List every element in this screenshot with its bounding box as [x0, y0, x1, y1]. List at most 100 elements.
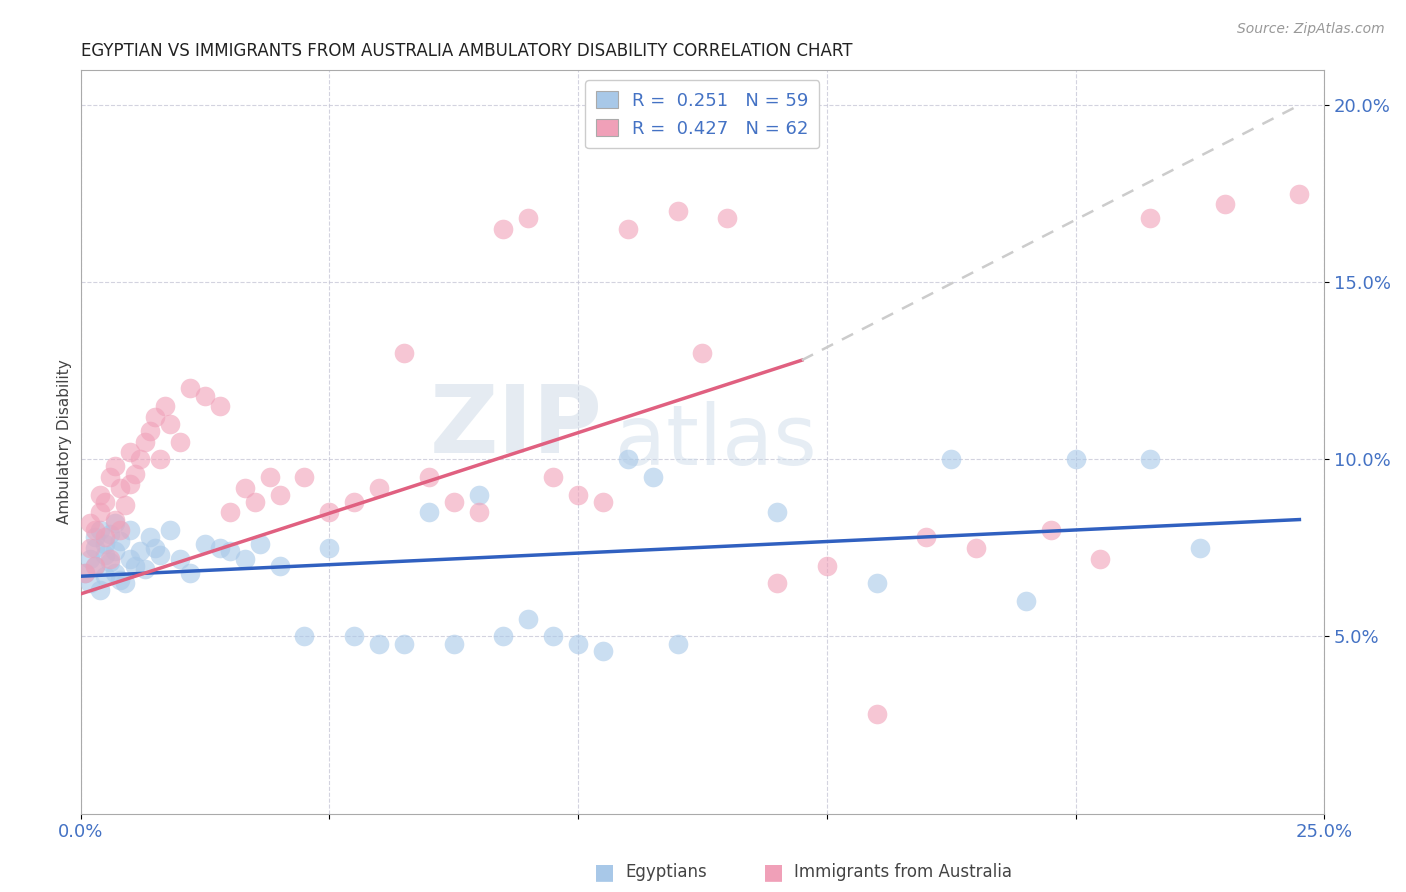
Point	[915, 530, 938, 544]
Point	[567, 636, 589, 650]
Point	[104, 459, 127, 474]
Point	[233, 481, 256, 495]
Point	[1139, 211, 1161, 226]
Y-axis label: Ambulatory Disability: Ambulatory Disability	[58, 359, 72, 524]
Point	[79, 551, 101, 566]
Point	[114, 499, 136, 513]
Point	[443, 636, 465, 650]
Point	[318, 541, 340, 555]
Point	[94, 530, 117, 544]
Point	[418, 470, 440, 484]
Point	[218, 506, 240, 520]
Point	[318, 506, 340, 520]
Point	[120, 523, 142, 537]
Point	[541, 630, 564, 644]
Point	[418, 506, 440, 520]
Point	[139, 424, 162, 438]
Point	[143, 541, 166, 555]
Point	[124, 467, 146, 481]
Point	[467, 488, 489, 502]
Text: EGYPTIAN VS IMMIGRANTS FROM AUSTRALIA AMBULATORY DISABILITY CORRELATION CHART: EGYPTIAN VS IMMIGRANTS FROM AUSTRALIA AM…	[80, 42, 852, 60]
Point	[1039, 523, 1062, 537]
Point	[139, 530, 162, 544]
Point	[592, 643, 614, 657]
Point	[443, 495, 465, 509]
Point	[766, 506, 789, 520]
Point	[1015, 594, 1038, 608]
Point	[94, 537, 117, 551]
Point	[89, 583, 111, 598]
Point	[541, 470, 564, 484]
Point	[249, 537, 271, 551]
Point	[89, 506, 111, 520]
Point	[79, 541, 101, 555]
Point	[98, 555, 121, 569]
Text: ■: ■	[763, 863, 783, 882]
Text: ■: ■	[595, 863, 614, 882]
Point	[98, 526, 121, 541]
Point	[616, 452, 638, 467]
Point	[104, 544, 127, 558]
Point	[129, 452, 152, 467]
Point	[666, 204, 689, 219]
Point	[194, 388, 217, 402]
Point	[179, 382, 201, 396]
Point	[179, 566, 201, 580]
Text: Egyptians: Egyptians	[626, 863, 707, 881]
Point	[149, 548, 172, 562]
Point	[243, 495, 266, 509]
Point	[134, 434, 156, 449]
Point	[492, 222, 515, 236]
Point	[114, 576, 136, 591]
Point	[110, 573, 132, 587]
Point	[149, 452, 172, 467]
Point	[120, 477, 142, 491]
Text: Source: ZipAtlas.com: Source: ZipAtlas.com	[1237, 22, 1385, 37]
Point	[292, 630, 315, 644]
Text: Immigrants from Australia: Immigrants from Australia	[794, 863, 1012, 881]
Point	[233, 551, 256, 566]
Point	[641, 470, 664, 484]
Point	[75, 566, 97, 580]
Point	[124, 558, 146, 573]
Text: ZIP: ZIP	[430, 381, 603, 473]
Point	[392, 636, 415, 650]
Point	[110, 481, 132, 495]
Point	[218, 544, 240, 558]
Point	[153, 399, 176, 413]
Point	[1213, 197, 1236, 211]
Point	[1288, 186, 1310, 201]
Point	[259, 470, 281, 484]
Point	[134, 562, 156, 576]
Point	[84, 530, 107, 544]
Point	[965, 541, 987, 555]
Point	[120, 445, 142, 459]
Point	[1188, 541, 1211, 555]
Point	[94, 548, 117, 562]
Point	[368, 636, 391, 650]
Point	[766, 576, 789, 591]
Point	[169, 434, 191, 449]
Point	[110, 523, 132, 537]
Point	[94, 495, 117, 509]
Point	[269, 558, 291, 573]
Point	[716, 211, 738, 226]
Point	[1139, 452, 1161, 467]
Point	[616, 222, 638, 236]
Point	[98, 470, 121, 484]
Point	[208, 399, 231, 413]
Point	[292, 470, 315, 484]
Point	[517, 612, 540, 626]
Point	[159, 523, 181, 537]
Point	[517, 211, 540, 226]
Point	[143, 409, 166, 424]
Point	[467, 506, 489, 520]
Point	[169, 551, 191, 566]
Point	[79, 576, 101, 591]
Point	[1064, 452, 1087, 467]
Point	[692, 346, 714, 360]
Point	[89, 488, 111, 502]
Point	[79, 516, 101, 530]
Point	[94, 569, 117, 583]
Point	[567, 488, 589, 502]
